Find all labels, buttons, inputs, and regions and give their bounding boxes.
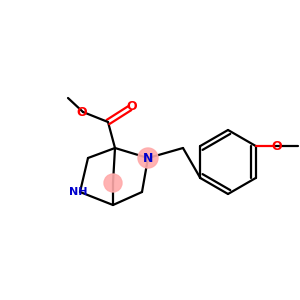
Text: N: N (143, 152, 153, 164)
Text: O: O (272, 140, 282, 152)
Text: O: O (77, 106, 87, 118)
Text: NH: NH (69, 187, 87, 197)
Circle shape (138, 148, 158, 168)
Text: O: O (127, 100, 137, 113)
Circle shape (104, 174, 122, 192)
